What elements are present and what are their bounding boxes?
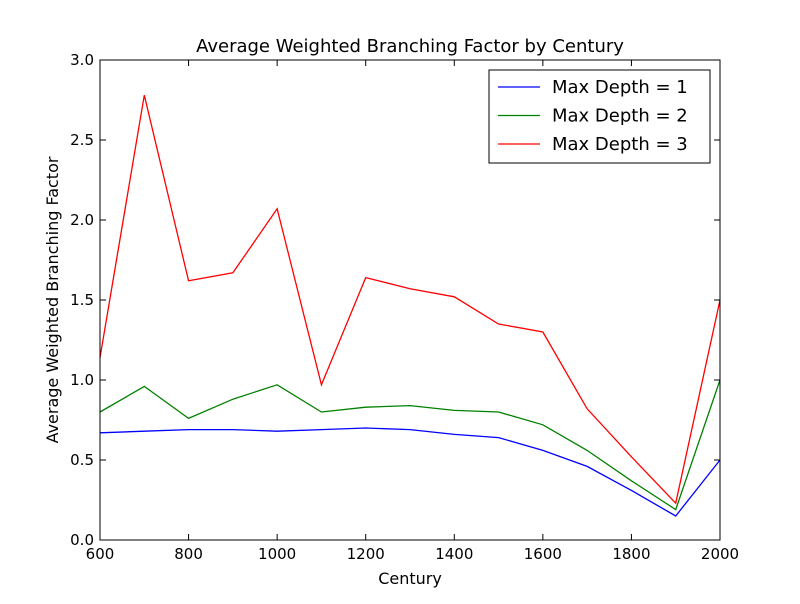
x-tick-label: 800 xyxy=(174,545,203,563)
x-tick-label: 600 xyxy=(86,545,115,563)
y-tick-label: 0.0 xyxy=(70,531,94,549)
series-line-3 xyxy=(99,95,721,505)
x-tick-label: 1600 xyxy=(524,545,562,563)
series-line-2 xyxy=(99,379,721,511)
y-tick-label: 2.0 xyxy=(70,211,94,229)
legend-label-3: Max Depth = 3 xyxy=(552,134,688,155)
series-lines xyxy=(99,95,721,517)
y-tick-label: 1.5 xyxy=(70,291,94,309)
x-tick-label: 1000 xyxy=(258,545,296,563)
x-tick-label: 2000 xyxy=(701,545,739,563)
legend: Max Depth = 1 Max Depth = 2 Max Depth = 3 xyxy=(488,69,711,164)
legend-label-1: Max Depth = 1 xyxy=(552,77,688,98)
y-tick-label: 0.5 xyxy=(70,451,94,469)
y-tick-label: 3.0 xyxy=(70,51,94,69)
series-line-1 xyxy=(99,427,721,517)
y-tick-label: 2.5 xyxy=(70,131,94,149)
x-tick-label: 1400 xyxy=(435,545,473,563)
x-axis-label: Century xyxy=(378,569,442,588)
x-tick-label: 1200 xyxy=(347,545,385,563)
y-axis-label: Average Weighted Branching Factor xyxy=(43,156,62,443)
x-tick-label: 1800 xyxy=(612,545,650,563)
chart-title: Average Weighted Branching Factor by Cen… xyxy=(196,36,624,57)
y-tick-label: 1.0 xyxy=(70,371,94,389)
axes: 600 800 1000 1200 1400 1600 1800 2000 0.0 0.5 1.0 1… xyxy=(70,51,739,563)
legend-box xyxy=(488,69,711,164)
legend-label-2: Max Depth = 2 xyxy=(552,106,688,127)
